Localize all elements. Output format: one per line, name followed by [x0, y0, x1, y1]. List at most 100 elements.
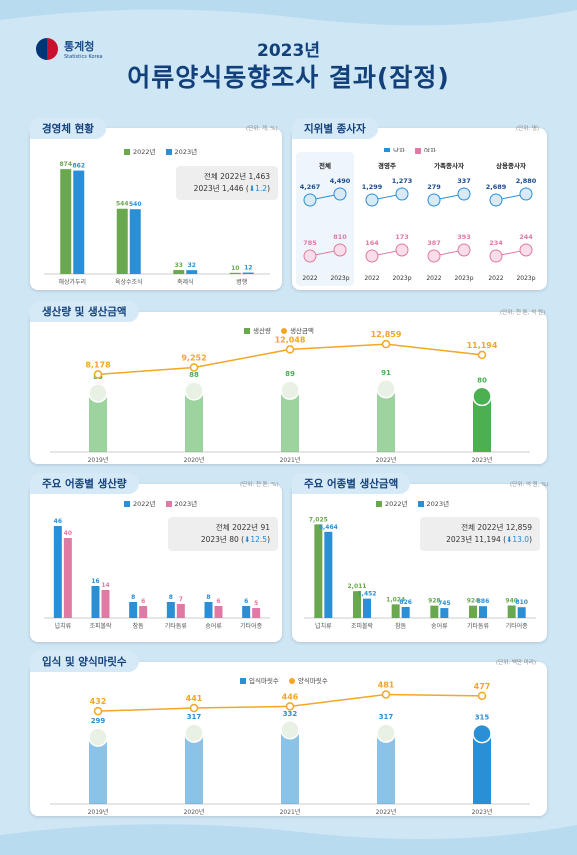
summary-species-volume: 전체 2022년 91 2023년 80 (⬇12.5): [168, 517, 278, 551]
tick-label: 참돔: [395, 622, 407, 630]
data-label: 8: [131, 594, 135, 601]
data-label: 874: [59, 161, 72, 168]
logo-text: 통계청: [64, 40, 95, 53]
bar-cap: [280, 380, 300, 400]
bar: [353, 591, 361, 618]
bar: [324, 531, 333, 618]
female-value: 785: [303, 239, 317, 247]
unit-fry: (단위: 백만 마리): [496, 660, 537, 666]
summary-business: 전체 2022년 1,463 2023년 1,446 (⬇1.2): [176, 166, 278, 200]
page-title: 어류양식동향조사 결과(잠정): [127, 63, 450, 92]
bar: [89, 392, 107, 452]
group-label: 상용종사자: [496, 161, 526, 170]
female-value: 393: [457, 233, 471, 241]
bar: [242, 272, 254, 274]
bar: [479, 606, 487, 618]
female-avatar-icon: [489, 249, 503, 263]
bar: [377, 388, 395, 452]
female-avatar-icon: [395, 243, 409, 257]
line-label: 12,048: [275, 335, 306, 344]
bar: [252, 608, 261, 618]
bar: [129, 602, 138, 618]
data-label: 10: [231, 265, 239, 272]
line-point: [285, 345, 295, 354]
data-label: 6: [244, 598, 248, 605]
tick-label: 기타어종: [506, 622, 529, 630]
line-label: 432: [90, 697, 107, 706]
male-value: 2,689: [486, 183, 507, 191]
male-value: 1,273: [392, 177, 413, 185]
bar: [185, 733, 203, 804]
tick-label: 넙치류: [315, 622, 332, 630]
tick-label: 조피볼락: [89, 622, 112, 630]
bar: [391, 604, 400, 618]
data-label: 6,464: [319, 524, 338, 531]
bar-cap: [376, 723, 396, 743]
summary-change: 12.5: [250, 535, 268, 544]
panel-title-species-value: 주요 어종별 생산금액: [292, 473, 411, 494]
tick-label: 기타어종: [240, 622, 263, 630]
year-label: 2023p: [454, 275, 473, 282]
data-label: 46: [54, 518, 62, 525]
line-label: 8,178: [85, 360, 111, 369]
down-arrow-icon: ⬇: [248, 184, 256, 193]
data-label: 6: [216, 598, 220, 605]
data-label: 810: [515, 599, 528, 606]
tick-label: 2021년: [280, 456, 301, 464]
female-value: 164: [365, 239, 379, 247]
chart-workers: 전체 4,267 4,490 785 810 2022 2023p 경영주 1,299 1,273…: [296, 152, 540, 286]
summary-change: 13.0: [512, 535, 530, 544]
legend-item-farmed: 양식마릿수: [297, 677, 328, 685]
bar: [116, 208, 128, 274]
male-value: 1,299: [362, 183, 383, 191]
line-point: [189, 703, 199, 713]
male-avatar-icon: [457, 187, 471, 201]
male-value: 279: [427, 183, 441, 191]
data-label: 5: [254, 600, 258, 607]
year-label: 2023p: [392, 275, 411, 282]
bar: [129, 209, 141, 274]
tick-label: 숭어류: [431, 622, 448, 630]
line-point: [477, 691, 487, 701]
tick-label: 참돔: [133, 622, 145, 630]
bar: [517, 607, 526, 618]
data-label: 14: [101, 582, 109, 589]
summary-line2: 2023년 1,446 (: [193, 184, 249, 193]
bar: [91, 586, 100, 618]
title-year: 2023년: [257, 41, 320, 61]
year-label: 2022: [426, 275, 441, 282]
year-label: 2022: [364, 275, 379, 282]
legend-item-volume: 생산량: [253, 327, 271, 335]
worker-column: [482, 152, 540, 286]
data-label: 299: [91, 717, 106, 725]
year-label: 2022: [488, 275, 503, 282]
panel-title-workers: 지위별 종사자: [292, 118, 378, 139]
bar: [186, 270, 198, 274]
line-label: 441: [186, 694, 203, 703]
summary-line2: 2023년 11,194 (: [446, 535, 507, 544]
bar: [214, 606, 223, 618]
male-value: 4,490: [330, 177, 351, 185]
legend-item-2022: 2022년: [133, 500, 156, 508]
bar: [166, 602, 175, 618]
data-label: 317: [379, 713, 394, 721]
bar-cap: [184, 723, 204, 743]
bar: [377, 733, 395, 804]
legend-item-2023: 2023년: [426, 500, 450, 508]
tick-label: 육상수조식: [115, 278, 143, 286]
legend-fry: 입식마릿수 양식마릿수: [240, 675, 328, 685]
male-value: 2,880: [516, 177, 537, 185]
tick-label: 2019년: [88, 808, 109, 816]
tick-label: 기타돔류: [165, 622, 188, 630]
line-label: 11,194: [467, 341, 498, 350]
legend-item-2022: 2022년: [133, 148, 156, 156]
male-avatar-icon: [303, 193, 317, 207]
chart-production: 852019년882020년892021년912022년802023년8,178…: [50, 330, 530, 464]
data-label: 7,025: [309, 516, 328, 523]
line-label: 9,252: [181, 353, 206, 362]
group-label: 경영주: [378, 161, 396, 170]
bar: [281, 729, 299, 804]
year-label: 2023p: [330, 275, 349, 282]
group-label: 전체: [319, 161, 331, 170]
